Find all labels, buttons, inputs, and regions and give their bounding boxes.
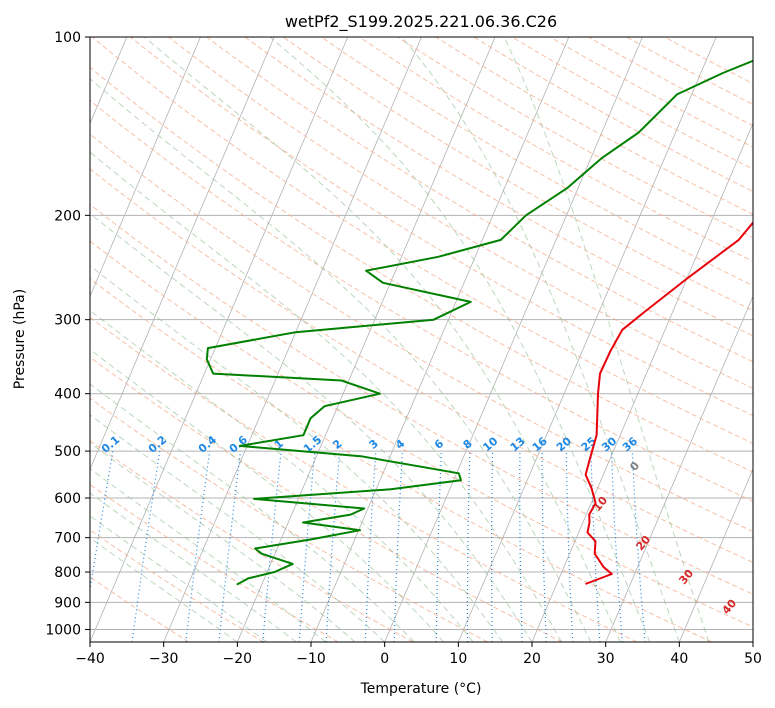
moist-adiabat bbox=[90, 383, 415, 642]
isotherm-line bbox=[90, 37, 349, 642]
x-tick-label: 10 bbox=[449, 651, 467, 667]
y-tick-label: 200 bbox=[54, 208, 81, 224]
x-tick-label: −30 bbox=[149, 651, 179, 667]
x-tick-label: −40 bbox=[75, 651, 105, 667]
moist-adiabat bbox=[503, 37, 710, 642]
y-tick-label: 300 bbox=[54, 313, 81, 329]
isotherm-line bbox=[236, 37, 496, 642]
y-tick-label: 400 bbox=[54, 387, 81, 403]
moist-adiabat bbox=[90, 492, 297, 642]
moist-adiabats bbox=[90, 37, 710, 642]
temperature-profile bbox=[584, 221, 753, 585]
x-tick-label: −20 bbox=[223, 651, 253, 667]
dry-adiabat bbox=[511, 37, 753, 170]
dry-adiabat bbox=[90, 529, 264, 642]
profiles bbox=[205, 59, 753, 586]
dry-adiabat bbox=[90, 483, 339, 642]
dry-adiabats bbox=[90, 37, 753, 642]
moist-adiabat bbox=[90, 78, 592, 642]
y-tick-label: 800 bbox=[54, 565, 81, 581]
mixing-ratio-line bbox=[131, 451, 161, 642]
moist-adiabat bbox=[90, 414, 386, 642]
dry-adiabat bbox=[320, 37, 753, 287]
moist-adiabat bbox=[90, 309, 474, 642]
y-tick-label: 600 bbox=[54, 491, 81, 507]
isotherm-line bbox=[90, 37, 201, 298]
y-axis-label: Pressure (hPa) bbox=[12, 289, 28, 389]
dry-adiabat bbox=[90, 203, 753, 595]
x-axis: −40 −30 −20 −10 0 10 20 30 40 50 bbox=[75, 642, 762, 667]
x-tick-label: −10 bbox=[296, 651, 326, 667]
x-tick-label: 40 bbox=[670, 651, 688, 667]
y-tick-label: 1000 bbox=[45, 622, 81, 638]
isotherm-line bbox=[678, 468, 753, 642]
dry-adiabat bbox=[206, 37, 753, 363]
mixing-ratio-line bbox=[218, 451, 242, 642]
plot-area: 0.10.20.40.611.52346810131620253036-100-… bbox=[90, 37, 753, 642]
moist-adiabat bbox=[90, 537, 238, 642]
plot-frame bbox=[89, 36, 754, 643]
y-axis: 100 200 300 400 500 600 700 800 900 1000 bbox=[45, 30, 90, 638]
dry-adiabat bbox=[90, 99, 753, 502]
isotherm-line bbox=[457, 37, 717, 642]
x-axis-label: Temperature (°C) bbox=[360, 681, 482, 697]
moist-adiabat bbox=[90, 515, 268, 642]
x-tick-label: 30 bbox=[597, 651, 615, 667]
x-tick-label: 20 bbox=[523, 651, 541, 667]
dewpoint-profile bbox=[205, 59, 753, 586]
isotherm-line bbox=[163, 37, 422, 642]
dry-adiabat bbox=[130, 37, 753, 417]
isotherm-line bbox=[384, 37, 643, 642]
y-tick-label: 900 bbox=[54, 595, 81, 611]
dry-adiabat bbox=[359, 37, 753, 262]
chart-title: wetPf2_S199.2025.221.06.36.C26 bbox=[285, 12, 557, 32]
x-tick-label: 0 bbox=[380, 651, 389, 667]
y-tick-label: 500 bbox=[54, 444, 81, 460]
moist-adiabat bbox=[90, 468, 327, 642]
y-tick-label: 100 bbox=[54, 30, 81, 46]
isotherm-line bbox=[90, 37, 275, 471]
dry-adiabat bbox=[90, 133, 753, 533]
dry-adiabat bbox=[90, 66, 753, 473]
isotherm-line bbox=[605, 295, 753, 642]
dry-adiabat bbox=[473, 37, 753, 193]
moist-adiabat bbox=[143, 37, 621, 642]
dry-adiabat bbox=[244, 37, 753, 337]
mixing-ratio-line bbox=[90, 451, 114, 594]
moist-adiabat bbox=[269, 37, 651, 642]
dry-adiabat bbox=[90, 440, 414, 642]
moist-adiabat bbox=[90, 151, 562, 642]
mixing-ratio-lines bbox=[90, 451, 646, 642]
moist-adiabat bbox=[401, 37, 680, 642]
moist-adiabat bbox=[90, 264, 503, 642]
x-tick-label: 50 bbox=[744, 651, 762, 667]
dry-adiabat bbox=[90, 240, 753, 628]
y-tick-label: 700 bbox=[54, 531, 81, 547]
dry-adiabat bbox=[90, 168, 753, 563]
dry-adiabat bbox=[90, 278, 712, 642]
moist-adiabat bbox=[90, 212, 533, 642]
mixing-ratio-line bbox=[185, 451, 211, 642]
